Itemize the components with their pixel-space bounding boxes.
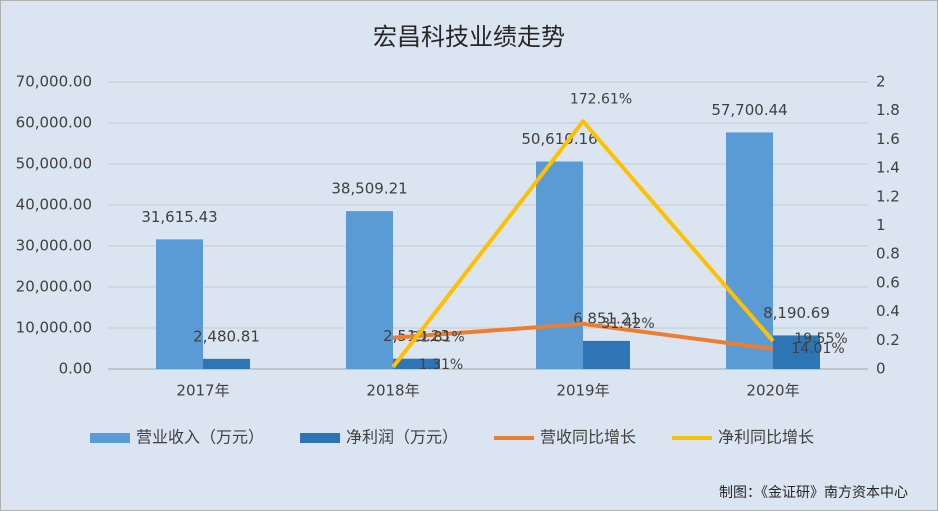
bar-value-label: 2,480.81 bbox=[193, 327, 260, 345]
legend-label: 净利同比增长 bbox=[718, 428, 814, 447]
y2-tick-label: 1.4 bbox=[876, 159, 900, 177]
y2-tick-label: 0.2 bbox=[876, 331, 900, 349]
y2-tick-label: 0.4 bbox=[876, 302, 900, 320]
y-tick-label: 0.00 bbox=[59, 360, 92, 378]
y-tick-label: 20,000.00 bbox=[16, 278, 92, 296]
legend-label: 净利润（万元） bbox=[346, 428, 458, 447]
legend-swatch bbox=[300, 433, 341, 443]
x-tick-label: 2017年 bbox=[176, 382, 229, 400]
y2-tick-label: 1 bbox=[876, 216, 886, 234]
bar bbox=[393, 358, 440, 369]
bar bbox=[773, 335, 820, 369]
y2-tick-label: 0 bbox=[876, 360, 886, 378]
y2-tick-label: 0.8 bbox=[876, 245, 900, 263]
line-value-label: 19.55% bbox=[794, 331, 847, 347]
y-tick-label: 40,000.00 bbox=[16, 196, 92, 214]
line-value-label: 31.42% bbox=[601, 316, 654, 332]
line-value-label: 21.81% bbox=[411, 330, 464, 346]
x-tick-label: 2018年 bbox=[366, 382, 419, 400]
y2-tick-label: 1.8 bbox=[876, 101, 900, 119]
bar-value-label: 31,615.43 bbox=[141, 208, 217, 226]
bar-value-label: 57,700.44 bbox=[711, 101, 787, 119]
bar bbox=[203, 358, 250, 369]
y2-tick-label: 1.6 bbox=[876, 130, 900, 148]
bar bbox=[346, 211, 393, 369]
y2-tick-label: 2 bbox=[876, 73, 886, 91]
y2-tick-label: 1.2 bbox=[876, 187, 900, 205]
bar-value-label: 8,190.69 bbox=[763, 304, 830, 322]
line-series bbox=[391, 119, 775, 369]
y-tick-label: 10,000.00 bbox=[16, 319, 92, 337]
line-value-label: 172.61% bbox=[570, 91, 632, 107]
y-tick-label: 30,000.00 bbox=[16, 237, 92, 255]
legend-label: 营业收入（万元） bbox=[136, 428, 264, 447]
chart-title: 宏昌科技业绩走势 bbox=[373, 23, 565, 51]
line-value-label: 1.31% bbox=[419, 357, 463, 373]
y-tick-label: 70,000.00 bbox=[16, 73, 92, 91]
bar bbox=[583, 340, 630, 369]
legend-swatch bbox=[90, 433, 130, 443]
y2-tick-label: 0.6 bbox=[876, 273, 900, 291]
bar bbox=[156, 239, 203, 369]
bar-value-label: 50,610.16 bbox=[521, 130, 597, 148]
bar-value-label: 38,509.21 bbox=[331, 180, 407, 198]
line-series bbox=[392, 321, 774, 351]
y-tick-label: 60,000.00 bbox=[16, 114, 92, 132]
y-tick-label: 50,000.00 bbox=[16, 155, 92, 173]
x-tick-label: 2020年 bbox=[746, 382, 799, 400]
line-value-label: 14.01% bbox=[791, 341, 844, 357]
x-tick-label: 2019年 bbox=[556, 382, 609, 400]
legend-label: 营收同比增长 bbox=[540, 428, 636, 447]
source-note: 制图：《金证研》南方资本中心 bbox=[719, 485, 908, 501]
bar bbox=[536, 161, 583, 369]
